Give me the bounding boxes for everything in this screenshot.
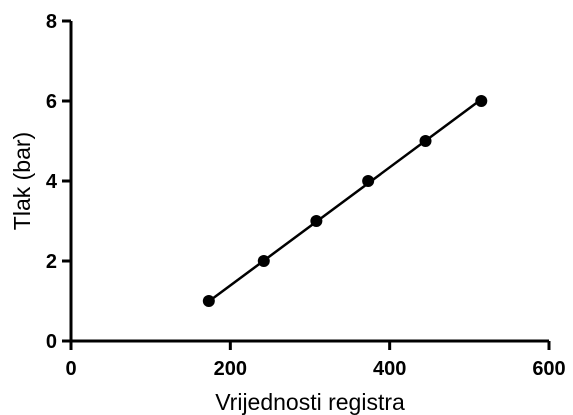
x-axis-title: Vrijednosti registra xyxy=(215,389,405,415)
data-point xyxy=(419,135,432,147)
x-tick-label: 0 xyxy=(65,358,76,380)
fit-line xyxy=(208,98,483,303)
data-point xyxy=(257,255,270,267)
plot-area: 0 200 400 600 0 2 4 6 8 xyxy=(46,11,566,380)
x-tick-label: 400 xyxy=(373,358,406,380)
data-point xyxy=(475,95,488,107)
y-tick-label: 6 xyxy=(46,91,57,113)
y-tick-label: 0 xyxy=(46,331,57,353)
data-point xyxy=(310,215,323,227)
x-tick-label: 600 xyxy=(532,358,565,380)
data-point xyxy=(362,175,375,187)
x-tick-label: 200 xyxy=(214,358,247,380)
data-point xyxy=(202,295,215,307)
y-tick-label: 8 xyxy=(46,11,57,33)
y-tick-label: 2 xyxy=(46,251,57,273)
y-axis-title: Tlak (bar) xyxy=(9,132,35,230)
y-tick-label: 4 xyxy=(46,171,58,193)
